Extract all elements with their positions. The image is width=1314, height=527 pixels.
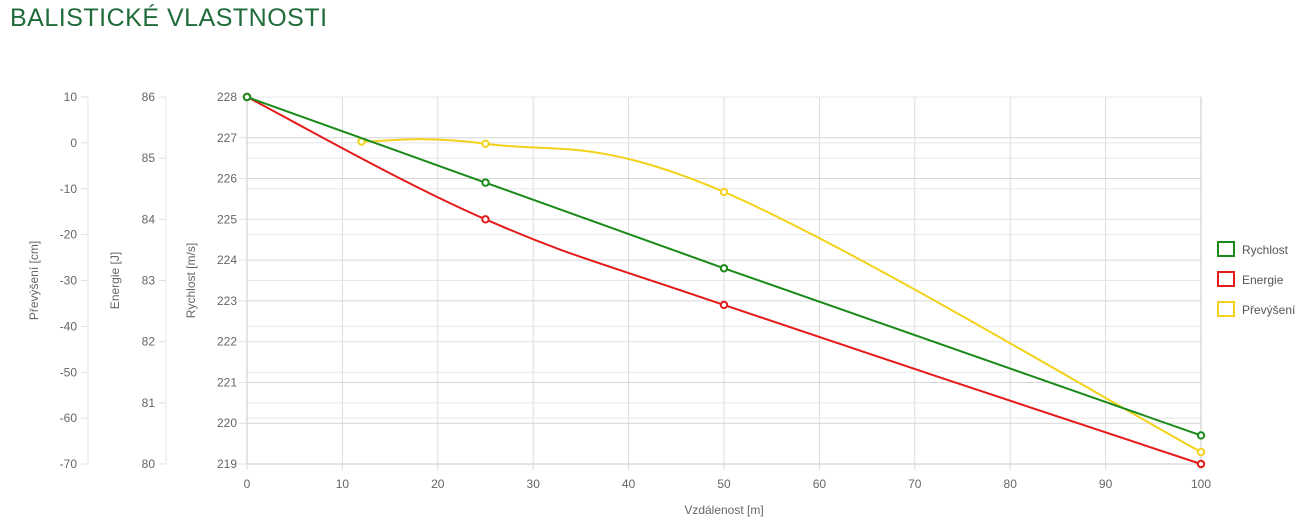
x-tick-label: 70 [908,477,922,491]
legend-label-prevyseni: Převýšení [1242,303,1296,317]
data-point-energie [719,300,729,310]
legend-swatch-rychlost [1217,241,1235,257]
data-point-prevyseni [1196,447,1206,457]
x-tick-label: 30 [527,477,541,491]
data-point-energie [1196,459,1206,469]
legend-swatch-energie [1217,271,1235,287]
prevyseni-tick-label: -60 [60,411,78,425]
series-line-prevyseni [361,138,1202,453]
prevyseni-tick-label: -10 [60,182,78,196]
page-title: BALISTICKÉ VLASTNOSTI [10,4,328,32]
x-tick-label: 0 [244,477,251,491]
series-line-energie [246,96,1202,465]
rychlost-tick-label: 226 [217,172,237,186]
chart-legend: Rychlost Energie Převýšení [1217,241,1296,317]
x-axis-title: Vzdálenost [m] [684,503,763,517]
chart-series [242,92,1206,469]
x-tick-label: 40 [622,477,636,491]
chart-grid [246,96,1202,470]
prevyseni-tick-label: 0 [70,136,77,150]
data-point-prevyseni [719,187,729,197]
energie-tick-label: 86 [142,90,156,104]
data-point-rychlost [719,264,729,273]
data-point-energie [481,215,490,224]
series-line-rychlost [246,96,1202,437]
energie-tick-label: 81 [142,396,156,410]
x-tick-label: 80 [1004,477,1018,491]
energie-tick-label: 85 [142,151,156,165]
data-point-rychlost [481,178,490,187]
data-point-rychlost [1196,431,1206,440]
prevyseni-axis-title: Převýšení [cm] [27,241,41,320]
energie-tick-label: 84 [142,212,156,226]
x-tick-label: 50 [717,477,731,491]
legend-label-rychlost: Rychlost [1242,243,1289,257]
data-point-prevyseni [481,139,490,148]
x-tick-label: 100 [1191,477,1211,491]
energie-tick-label: 80 [142,457,156,471]
rychlost-tick-label: 227 [217,131,237,145]
legend-swatch-prevyseni [1217,301,1235,317]
rychlost-tick-label: 228 [217,90,237,104]
legend-label-energie: Energie [1242,273,1284,287]
rychlost-tick-label: 219 [217,457,237,471]
energie-tick-label: 83 [142,274,156,288]
prevyseni-tick-label: -30 [60,274,78,288]
rychlost-tick-label: 221 [217,375,237,389]
energie-tick-label: 82 [142,335,156,349]
prevyseni-tick-label: -70 [60,457,78,471]
rychlost-tick-label: 224 [217,253,237,267]
energie-axis-title: Energie [J] [108,252,122,309]
prevyseni-tick-label: -50 [60,365,78,379]
x-tick-label: 10 [336,477,350,491]
prevyseni-tick-label: -40 [60,319,78,333]
rychlost-tick-label: 220 [217,416,237,430]
prevyseni-tick-label: -20 [60,228,78,242]
prevyseni-tick-label: 10 [64,90,78,104]
x-tick-label: 90 [1099,477,1113,491]
rychlost-tick-label: 222 [217,335,237,349]
rychlost-axis-title: Rychlost [m/s] [184,243,198,318]
rychlost-tick-label: 225 [217,212,237,226]
x-tick-label: 60 [813,477,827,491]
rychlost-tick-label: 223 [217,294,237,308]
x-tick-label: 20 [431,477,445,491]
data-point-rychlost [242,92,252,102]
